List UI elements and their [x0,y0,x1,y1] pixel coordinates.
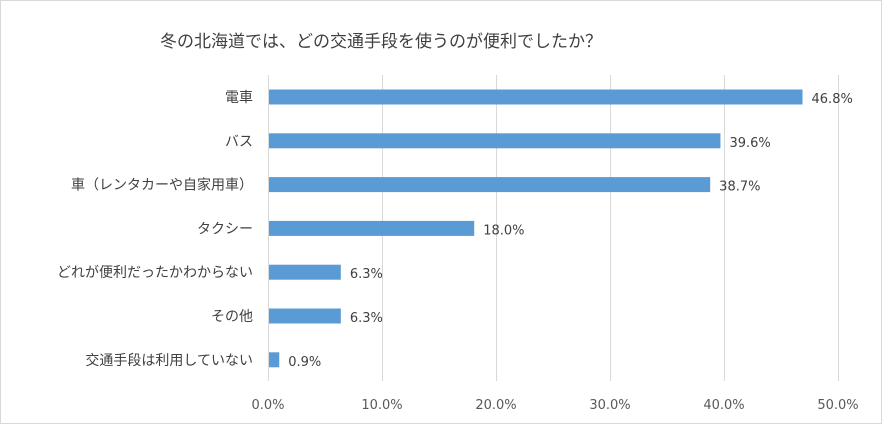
data-label: 46.8% [812,92,853,107]
x-tick-label: 30.0% [589,398,630,413]
category-label: タクシー [197,221,253,237]
x-tick-label: 10.0% [361,398,402,413]
data-label: 18.0% [483,223,524,238]
x-tick-label: 0.0% [251,398,284,413]
x-tick-label: 20.0% [475,398,516,413]
data-label: 38.7% [719,180,760,195]
data-label: 0.9% [288,355,321,370]
labels: 0.0% 10.0% 20.0% 30.0% 40.0% 50.0% 電車 46.8% バス 39… [57,89,859,413]
bars [269,89,803,368]
bar [269,220,475,236]
category-label: 交通手段は利用していない [85,352,253,369]
category-label: どれが便利だったかわからない [57,265,253,281]
category-label: バス [225,134,253,150]
x-tick-label: 40.0% [703,398,744,413]
category-label: 車（レンタカーや自家用車） [71,177,253,194]
bar [269,352,280,368]
category-label: その他 [211,309,253,325]
bar [269,133,721,149]
bar [269,264,341,280]
data-label: 6.3% [350,267,383,282]
x-tick-label: 50.0% [817,398,858,413]
chart-title: 冬の北海道では、どの交通手段を使うのが便利でしたか？ [160,32,602,52]
bar [269,177,711,193]
bar [269,89,803,105]
bar [269,308,341,324]
category-label: 電車 [225,89,253,106]
data-label: 39.6% [729,136,770,151]
data-label: 6.3% [350,311,383,326]
